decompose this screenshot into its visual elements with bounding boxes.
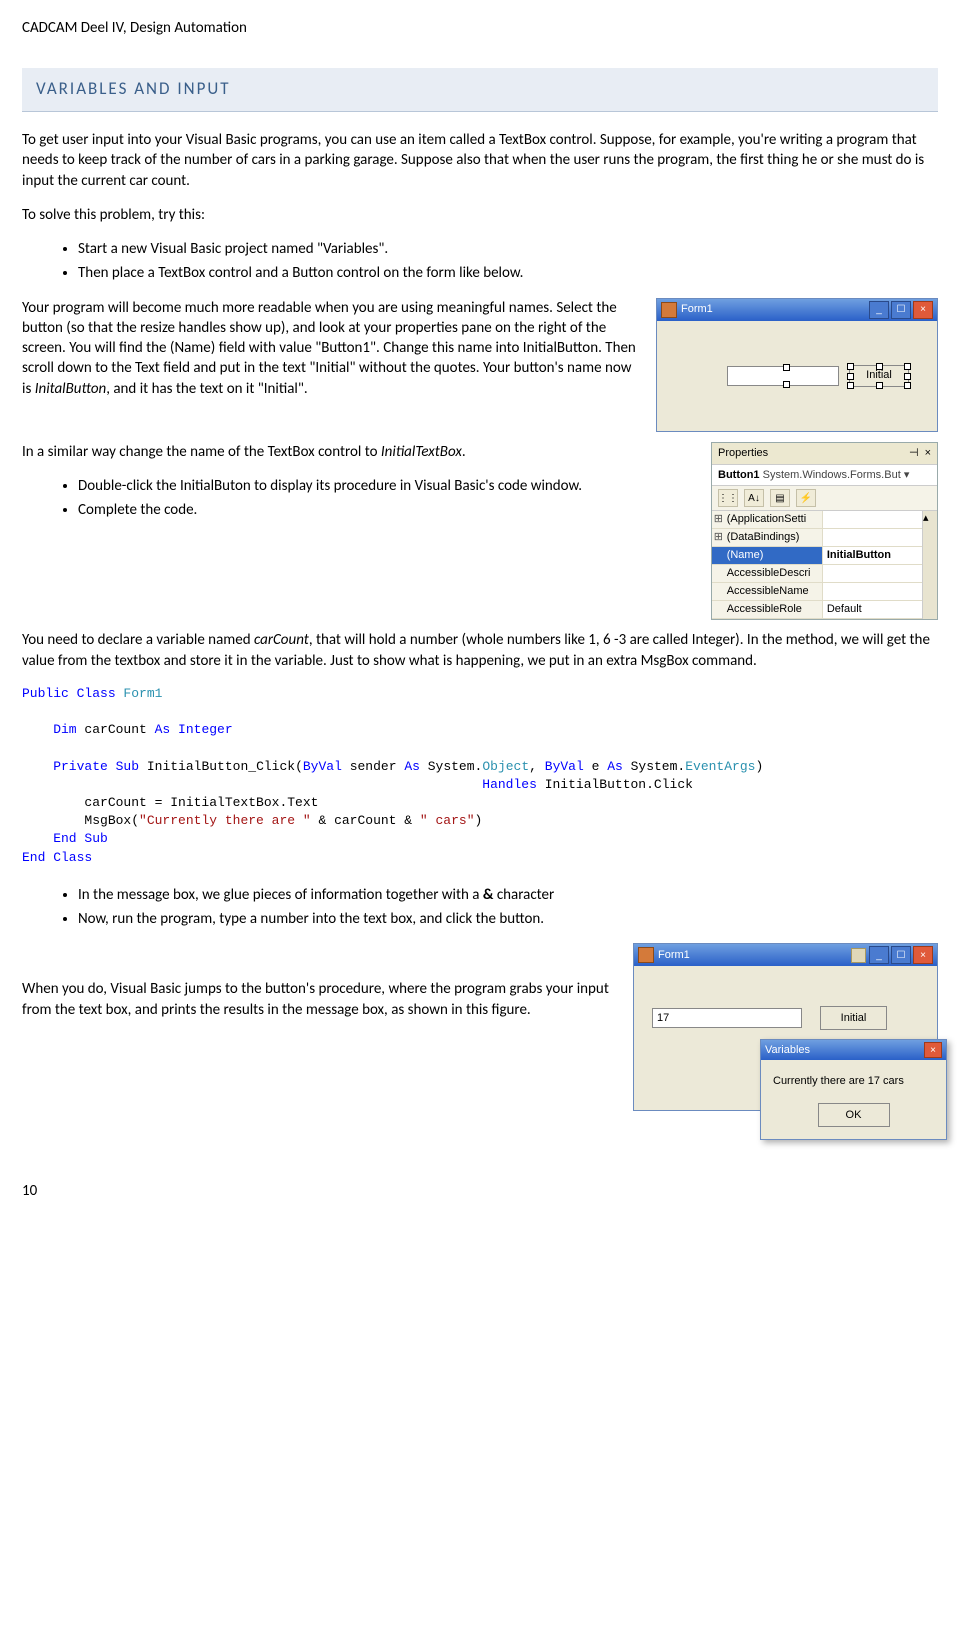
runtime-title: Form1 xyxy=(658,948,690,963)
close-icon[interactable]: × xyxy=(913,946,933,964)
runtime-titlebar: Form1 _ ☐ × xyxy=(634,944,937,966)
textbox-control[interactable] xyxy=(727,366,839,386)
doc-icon xyxy=(851,948,866,963)
close-icon[interactable]: × xyxy=(924,1042,942,1058)
form-icon xyxy=(661,302,677,318)
maximize-icon[interactable]: ☐ xyxy=(891,301,911,319)
form-icon xyxy=(638,947,654,963)
paragraph-declare: You need to declare a variable named car… xyxy=(22,630,938,671)
runtime-screenshot: Form1 _ ☐ × 17 Initial Variables × Curre… xyxy=(633,943,938,1111)
minimize-icon[interactable]: _ xyxy=(869,946,889,964)
scrollbar[interactable]: ▴ xyxy=(922,511,937,619)
list-item: In the message box, we glue pieces of in… xyxy=(78,885,938,905)
list-item: Then place a TextBox control and a Butto… xyxy=(78,263,938,283)
runtime-initial-button[interactable]: Initial xyxy=(820,1006,887,1030)
message-box: Variables × Currently there are 17 cars … xyxy=(760,1039,947,1140)
maximize-icon[interactable]: ☐ xyxy=(891,946,911,964)
property-row[interactable]: ⊞(DataBindings) xyxy=(712,529,922,547)
categorize-icon[interactable]: ⋮⋮ xyxy=(718,489,738,507)
property-row[interactable]: ⊞(ApplicationSetti xyxy=(712,511,922,529)
paragraph-names: Your program will become much more reada… xyxy=(22,298,638,399)
properties-panel: Properties ⊣× Button1 System.Windows.For… xyxy=(711,442,938,621)
msgbox-text: Currently there are 17 cars xyxy=(761,1060,946,1103)
form1-titlebar: Form1 _ ☐ × xyxy=(657,299,937,321)
close-icon[interactable]: × xyxy=(913,301,933,319)
ok-button[interactable]: OK xyxy=(818,1103,890,1127)
paragraph-textbox-rename: In a similar way change the name of the … xyxy=(22,442,688,462)
events-icon[interactable]: ⚡ xyxy=(796,489,816,507)
section-title: VARIABLES AND INPUT xyxy=(22,68,938,112)
msgbox-title: Variables xyxy=(765,1043,810,1058)
alpha-sort-icon[interactable]: A↓ xyxy=(744,489,764,507)
list-item: Now, run the program, type a number into… xyxy=(78,909,938,929)
initial-button[interactable]: Initial xyxy=(849,365,909,387)
props-page-icon[interactable]: ▤ xyxy=(770,489,790,507)
properties-title: Properties ⊣× xyxy=(712,443,937,465)
property-row[interactable]: AccessibleName xyxy=(712,583,922,601)
paragraph-intro-2: To solve this problem, try this: xyxy=(22,205,938,225)
property-row[interactable]: AccessibleRoleDefault xyxy=(712,601,922,619)
properties-toolbar: ⋮⋮ A↓ ▤ ⚡ xyxy=(712,486,937,511)
page-number: 10 xyxy=(22,1181,938,1201)
paragraph-intro-1: To get user input into your Visual Basic… xyxy=(22,130,938,191)
list-steps-3: In the message box, we glue pieces of in… xyxy=(22,885,938,930)
paragraph-result: When you do, Visual Basic jumps to the b… xyxy=(22,979,618,1020)
form1-designer-window: Form1 _ ☐ × Initial xyxy=(656,298,938,432)
list-item: Complete the code. xyxy=(78,500,688,520)
properties-object[interactable]: Button1 System.Windows.Forms.But ▾ xyxy=(712,465,937,487)
list-steps-1: Start a new Visual Basic project named "… xyxy=(22,239,938,284)
form1-title: Form1 xyxy=(681,302,713,317)
code-block: Public Class Form1 Dim carCount As Integ… xyxy=(22,685,938,867)
list-item: Double-click the InitialButon to display… xyxy=(78,476,688,496)
property-row[interactable]: AccessibleDescri xyxy=(712,565,922,583)
list-steps-2: Double-click the InitialButon to display… xyxy=(22,476,688,521)
minimize-icon[interactable]: _ xyxy=(869,301,889,319)
runtime-textbox[interactable]: 17 xyxy=(652,1008,802,1028)
pin-icon[interactable]: ⊣ xyxy=(909,446,919,461)
page-header: CADCAM Deel IV, Design Automation xyxy=(22,18,938,38)
form1-body: Initial xyxy=(657,321,937,431)
property-row-name[interactable]: (Name)InitialButton xyxy=(712,547,922,565)
close-icon[interactable]: × xyxy=(925,446,931,461)
list-item: Start a new Visual Basic project named "… xyxy=(78,239,938,259)
